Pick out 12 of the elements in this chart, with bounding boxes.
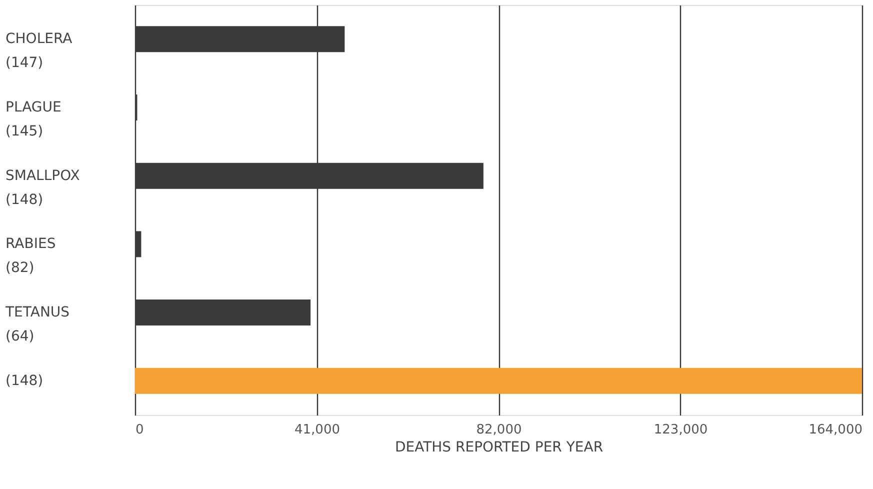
y-tick-label: RABIES (82)	[6, 236, 56, 276]
y-tick-label: CHOLERA (147)	[6, 31, 73, 72]
x-tick-label: 0	[136, 422, 144, 438]
x-tick-label: 123,000	[654, 422, 708, 438]
y-tick-label: (148)	[6, 372, 44, 389]
x-axis-title: DEATHS REPORTED PER YEAR	[394, 440, 604, 456]
y-tick-label: SMALLPOX (148)	[6, 168, 80, 208]
x-tick-label: 164,000	[808, 422, 862, 438]
x-tick-label: 82,000	[476, 422, 522, 438]
x-tick-label: 41,000	[294, 422, 340, 438]
y-tick-label: TETANUS (64)	[4, 304, 70, 344]
y-tick-label: PLAGUE (145)	[6, 100, 62, 140]
